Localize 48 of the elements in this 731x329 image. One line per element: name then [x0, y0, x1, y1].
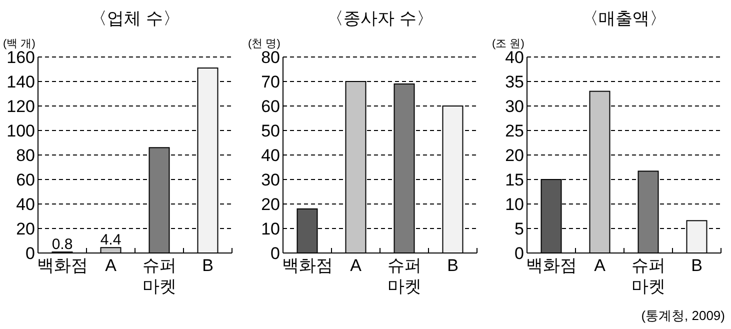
- y-tick-label: 50: [261, 122, 280, 140]
- y-tick-label: 160: [6, 48, 35, 67]
- y-tick-label: 40: [261, 146, 280, 165]
- y-tick-label: 15: [505, 170, 524, 190]
- y-axis-title: (조 원): [492, 38, 524, 50]
- x-tick-label: A: [594, 256, 606, 275]
- x-tick-label: B: [202, 256, 214, 275]
- chart-title: 〈매출액〉: [582, 9, 666, 28]
- data-label: 0.8: [52, 236, 73, 254]
- x-tick-label: 슈퍼 마켓: [387, 256, 422, 296]
- y-tick-label: 0: [26, 244, 35, 263]
- chart-title: 〈업체 수〉: [90, 9, 180, 28]
- x-tick-label: 슈퍼 마켓: [142, 256, 176, 296]
- y-tick-label: 100: [6, 122, 35, 140]
- y-tick-label: 140: [6, 72, 35, 92]
- y-tick-label: 60: [261, 97, 280, 116]
- y-tick-label: 20: [16, 220, 35, 238]
- x-tick-label: 백화점: [282, 256, 333, 275]
- y-axis-title: (천 명): [248, 38, 280, 50]
- y-tick-label: 30: [261, 170, 280, 190]
- x-tick-label: B: [447, 256, 458, 275]
- chart-title: 〈종사자 수〉: [326, 9, 434, 28]
- y-tick-label: 10: [261, 220, 280, 238]
- y-tick-label: 30: [505, 97, 524, 116]
- y-tick-label: 40: [505, 48, 524, 67]
- x-tick-label: B: [691, 256, 702, 275]
- y-axis-title: (백 개): [3, 38, 36, 50]
- y-tick-label: 0: [270, 244, 280, 263]
- y-tick-label: 20: [261, 195, 280, 214]
- y-tick-label: 60: [16, 170, 35, 190]
- data-label: 4.4: [100, 232, 122, 249]
- x-tick-label: 백화점: [36, 256, 88, 275]
- y-tick-label: 10: [505, 195, 524, 214]
- y-tick-label: 80: [16, 146, 35, 165]
- y-tick-label: 120: [6, 97, 35, 116]
- y-tick-label: 80: [261, 48, 280, 67]
- x-tick-label: 백화점: [526, 256, 577, 275]
- x-tick-label: 슈퍼 마켓: [631, 256, 666, 296]
- y-tick-label: 35: [505, 72, 524, 92]
- y-tick-label: 70: [261, 72, 280, 92]
- x-tick-label: A: [350, 256, 362, 275]
- y-tick-label: 20: [505, 146, 524, 165]
- text: (통계청, 2009): [641, 308, 725, 323]
- y-tick-label: 5: [514, 220, 524, 238]
- y-tick-label: 40: [16, 195, 35, 214]
- y-tick-label: 0: [514, 244, 524, 263]
- y-tick-label: 25: [505, 122, 524, 140]
- x-tick-label: A: [105, 256, 118, 275]
